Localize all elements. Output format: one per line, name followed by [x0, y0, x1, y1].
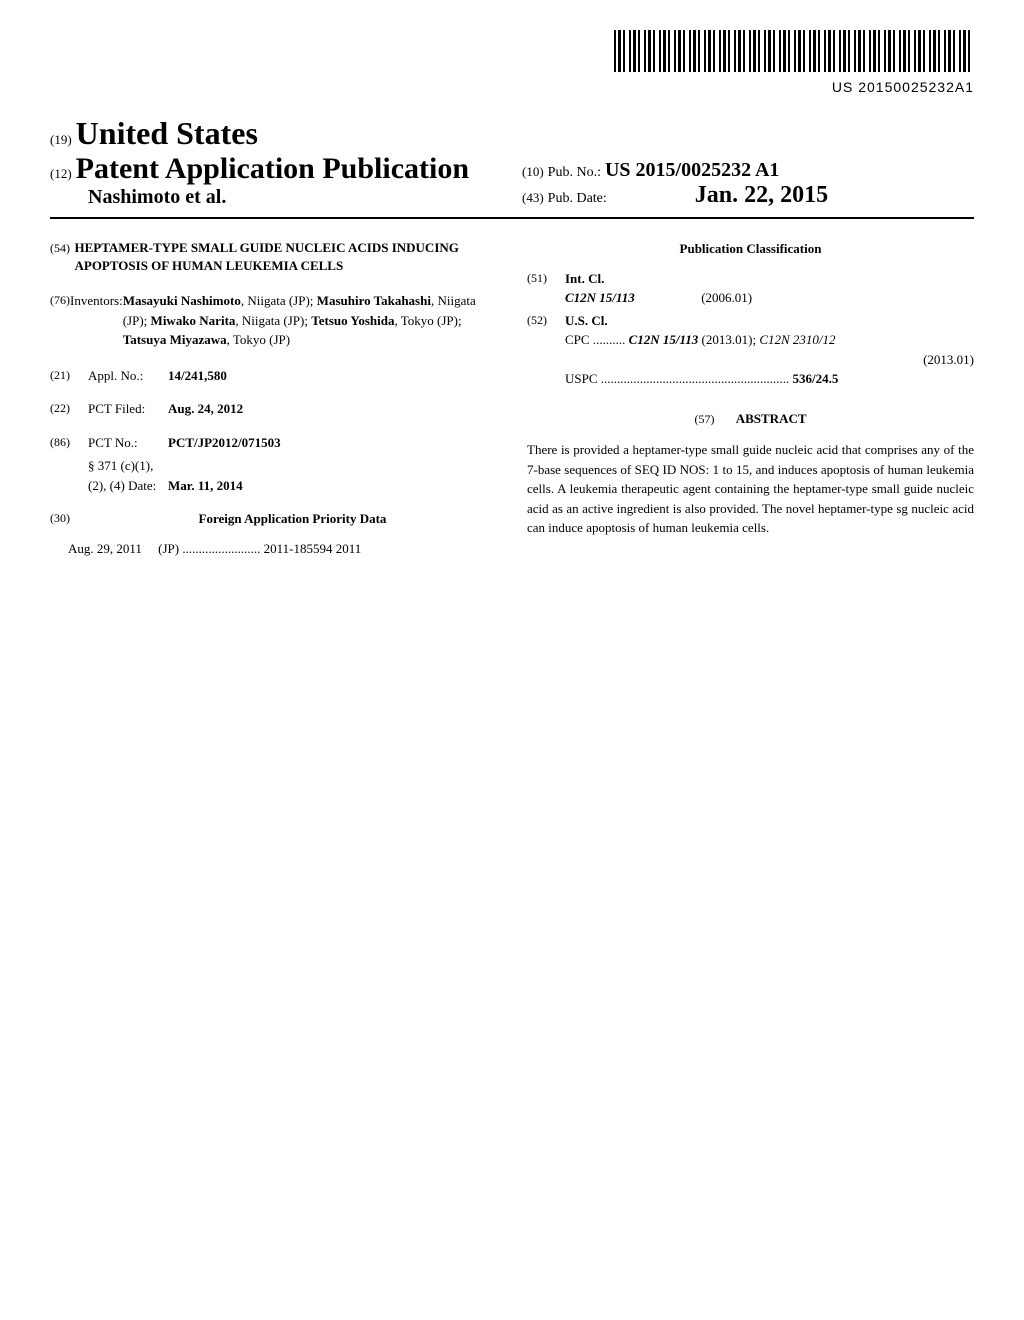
uspc-label: USPC [565, 371, 598, 386]
inventors-code: (76) [50, 291, 70, 350]
pub-date-value: Jan. 22, 2015 [695, 182, 828, 208]
inventor-loc: Tokyo (JP) [401, 313, 458, 328]
content-columns: (54) HEPTAMER-TYPE SMALL GUIDE NUCLEIC A… [50, 239, 974, 558]
int-cl-label: Int. Cl. [565, 269, 974, 289]
cpc-value: C12N 15/113 [629, 332, 699, 347]
patent-page: US 20150025232A1 (19) United States (12)… [0, 0, 1024, 588]
inventors-label: Inventors: [70, 291, 123, 350]
pct-filed-label: PCT Filed: [88, 399, 168, 419]
barcode-section: US 20150025232A1 [50, 30, 974, 95]
inventor-loc: Niigata (JP) [242, 313, 304, 328]
pct-no-block: (86) PCT No.: PCT/JP2012/071503 § 371 (c… [50, 433, 497, 496]
abstract-heading-row: (57) ABSTRACT [527, 409, 974, 429]
inventor-name: Tetsuo Yoshida [311, 313, 394, 328]
cpc-dots: .......... [593, 332, 626, 347]
us-cl-code: (52) [527, 311, 565, 389]
abstract-code: (57) [694, 410, 732, 428]
pct-sub2-label: (2), (4) Date: [88, 476, 168, 496]
cpc-label: CPC [565, 332, 590, 347]
doc-type: Patent Application Publication [76, 152, 469, 185]
appl-no-value: 14/241,580 [168, 366, 497, 386]
pct-filed-row: (22) PCT Filed: Aug. 24, 2012 [50, 399, 497, 419]
code-10: (10) [522, 164, 544, 179]
pct-sub2-value: Mar. 11, 2014 [168, 476, 243, 496]
int-cl-class: C12N 15/113 [565, 290, 635, 305]
inventor-loc: Niigata (JP) [247, 293, 309, 308]
us-cl-label: U.S. Cl. [565, 311, 974, 331]
int-cl-row: (51) Int. Cl. C12N 15/113 (2006.01) [527, 269, 974, 308]
int-cl-code: (51) [527, 269, 565, 308]
abstract-heading: ABSTRACT [736, 411, 807, 426]
foreign-priority-block: (30) Foreign Application Priority Data A… [50, 509, 497, 558]
us-cl-row: (52) U.S. Cl. CPC .......... C12N 15/113… [527, 311, 974, 389]
cpc-value2: C12N 2310/12 [759, 332, 835, 347]
foreign-country: (JP) [158, 541, 179, 556]
classification-heading: Publication Classification [527, 239, 974, 259]
title-section: (54) HEPTAMER-TYPE SMALL GUIDE NUCLEIC A… [50, 239, 497, 275]
pct-no-value: PCT/JP2012/071503 [168, 433, 497, 453]
abstract-text: There is provided a heptamer-type small … [527, 440, 974, 538]
appl-no-label: Appl. No.: [88, 366, 168, 386]
foreign-code: (30) [50, 509, 88, 529]
cpc-year1: (2013.01); [702, 332, 757, 347]
foreign-number: 2011-185594 2011 [264, 541, 362, 556]
title-code: (54) [50, 239, 74, 275]
uspc-dots: ........................................… [601, 371, 790, 386]
uspc-value: 536/24.5 [793, 371, 839, 386]
pct-no-label: PCT No.: [88, 433, 168, 453]
pub-no-label: Pub. No.: [548, 165, 601, 180]
foreign-date: Aug. 29, 2011 [68, 541, 142, 556]
inventor-name: Tatsuya Miyazawa [123, 332, 227, 347]
appl-no-code: (21) [50, 366, 88, 386]
inventor-name: Masuhiro Takahashi [317, 293, 431, 308]
code-19: (19) [50, 132, 72, 147]
cpc-year2: (2013.01) [565, 350, 974, 370]
country-name: United States [76, 115, 258, 151]
inventor-name: Masayuki Nashimoto [123, 293, 241, 308]
inventors-block: (76) Inventors: Masayuki Nashimoto, Niig… [50, 291, 497, 350]
left-column: (54) HEPTAMER-TYPE SMALL GUIDE NUCLEIC A… [50, 239, 497, 558]
title-text: HEPTAMER-TYPE SMALL GUIDE NUCLEIC ACIDS … [74, 239, 497, 275]
barcode-text: US 20150025232A1 [50, 79, 974, 95]
inventor-loc: Tokyo (JP) [233, 332, 290, 347]
header-block: (19) United States (12) Patent Applicati… [50, 115, 974, 209]
inventor-name: Miwako Narita [151, 313, 236, 328]
inventor-names: Masayuki Nashimoto, Niigata (JP); Masuhi… [123, 291, 497, 350]
pct-filed-code: (22) [50, 399, 88, 419]
code-43: (43) [522, 190, 544, 205]
pub-no-value: US 2015/0025232 A1 [605, 159, 779, 181]
pct-filed-value: Aug. 24, 2012 [168, 399, 497, 419]
right-column: Publication Classification (51) Int. Cl.… [527, 239, 974, 558]
foreign-dots: ........................ [182, 541, 260, 556]
int-cl-year: (2006.01) [701, 290, 752, 305]
code-12: (12) [50, 166, 72, 181]
pub-date-label: Pub. Date: [548, 191, 607, 206]
authors-short: Nashimoto et al. [88, 186, 502, 209]
pct-sub1: § 371 (c)(1), [88, 456, 497, 476]
barcode-graphic [614, 30, 974, 72]
divider-line [50, 217, 974, 219]
pct-no-code: (86) [50, 433, 88, 453]
appl-no-row: (21) Appl. No.: 14/241,580 [50, 366, 497, 386]
foreign-heading: Foreign Application Priority Data [88, 509, 497, 529]
